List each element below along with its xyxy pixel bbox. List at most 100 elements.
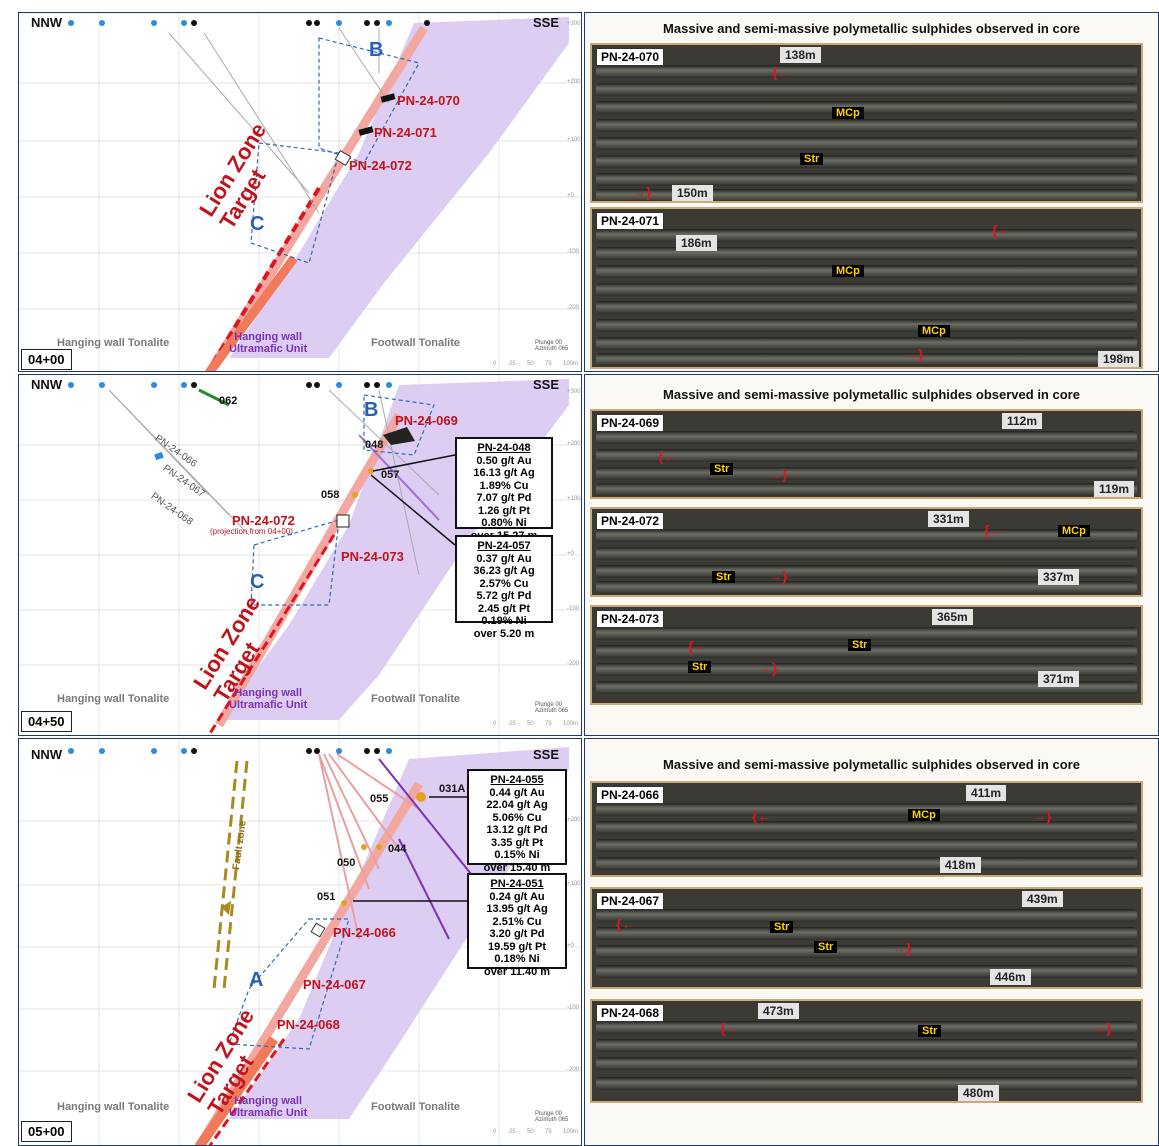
hole-label: PN-24-070 [397, 93, 460, 108]
mineral-tag: MCp [918, 325, 950, 337]
core-panel-title: Massive and semi-massive polymetallic su… [663, 757, 1080, 772]
interval-start-marker: {← [992, 222, 1012, 238]
scale-bar-tick: 50 [527, 721, 534, 727]
assay-line: 0.15% Ni [494, 849, 540, 861]
ultramafic-unit-label: Hanging wall Ultramafic Unit [229, 331, 308, 355]
assay-line: 0.50 g/t Au [476, 454, 532, 467]
core-hole-tag: PN-24-066 [596, 786, 665, 804]
scale-bar-tick: 25 [509, 1129, 516, 1135]
scale-bar-tick: 100m [563, 361, 579, 367]
hole-label: PN-24-072 [349, 158, 412, 173]
point-label: 062 [219, 395, 238, 407]
assay-line: over 15.40 m [483, 861, 551, 874]
elevation-label: +100 [567, 137, 581, 143]
assay-line: 2.51% Cu [492, 915, 542, 928]
scale-bar-tick: 75 [545, 361, 552, 367]
nnw-label: NNW [31, 747, 63, 762]
zone-b-label: B [364, 399, 379, 421]
depth-tag: 198m [1098, 351, 1139, 367]
footwall-tonalite-label: Footwall Tonalite [371, 693, 461, 705]
scale-bar-tick: 25 [509, 361, 516, 367]
scale-bar-tick: 0 [493, 721, 497, 727]
interval-start-marker: {← [984, 522, 1004, 538]
elevation-label: +300 [567, 21, 581, 27]
elevation-label: +0 [567, 193, 574, 199]
core-panel-04-00: Massive and semi-massive polymetallic su… [584, 12, 1159, 372]
hole-label: PN-24-067 [303, 977, 366, 992]
zone-b-label: B [369, 39, 384, 61]
scale-bar-tick: 100m [563, 1129, 579, 1135]
core-tray-pn-24-068: PN-24-068 473m 480m Str {← →} [590, 999, 1143, 1103]
assay-line: 0.44 g/t Au [489, 786, 545, 799]
footwall-tonalite-label: Footwall Tonalite [371, 337, 461, 349]
core-hole-tag: PN-24-068 [596, 1004, 665, 1022]
assay-line: 7.07 g/t Pd [476, 492, 532, 504]
depth-tag: 473m [758, 1003, 799, 1019]
assay-line: 0.37 g/t Au [476, 552, 532, 565]
core-hole-tag: PN-24-073 [596, 610, 665, 628]
hole-label: PN-24-068 [277, 1017, 340, 1032]
assay-box-pn-24-055: PN-24-055 0.44 g/t Au 22.04 g/t Ag 5.06%… [467, 769, 567, 874]
elevation-label: +100 [567, 881, 581, 887]
projected-hole-label: PN-24-072 [232, 513, 295, 528]
elevation-label: +200 [567, 441, 581, 447]
mineral-tag: MCp [1058, 525, 1090, 537]
elevation-label: -200 [567, 661, 580, 667]
depth-tag: 112m [1002, 413, 1043, 429]
core-tray-pn-24-072: PN-24-072 331m 337m MCp Str {← →} [590, 507, 1143, 597]
mineral-tag: Str [770, 921, 794, 933]
core-tray-pn-24-073: PN-24-073 365m 371m Str Str {← →} [590, 605, 1143, 705]
ultramafic-unit-label: Hanging wall Ultramafic Unit [229, 687, 308, 711]
assay-line: 2.45 g/t Pt [478, 602, 530, 615]
depth-tag: 186m [676, 235, 717, 251]
interval-start-marker: {← [752, 808, 772, 824]
section-04-00: NNW SSE B C PN-24-070 PN-24-071 PN-24-07… [18, 12, 582, 372]
interval-end-marker: →} [632, 184, 652, 200]
point-label: 057 [381, 469, 400, 481]
assay-line: 13.95 g/t Ag [486, 903, 548, 915]
interval-end-marker: →} [768, 568, 788, 584]
section-number-label: 04+00 [21, 349, 72, 370]
hanging-wall-tonalite-label: Hanging wall Tonalite [57, 337, 170, 349]
point-label: 051 [317, 891, 336, 903]
hole-label: PN-24-071 [374, 125, 437, 140]
assay-line: 5.06% Cu [492, 811, 542, 824]
depth-tag: 365m [932, 609, 973, 625]
assay-line: 22.04 g/t Ag [486, 799, 548, 811]
assay-line: 1.89% Cu [479, 479, 529, 492]
core-tray-pn-24-070: PN-24-070 138m 150m MCp Str {← →} [590, 43, 1143, 203]
assay-title: PN-24-055 [490, 774, 544, 786]
depth-tag: 411m [966, 785, 1007, 801]
core-hole-tag: PN-24-072 [596, 512, 665, 530]
sse-label: SSE [533, 747, 560, 762]
assay-line: 0.80% Ni [481, 517, 527, 529]
footwall-tonalite-label: Footwall Tonalite [371, 1101, 461, 1113]
core-panel-04-50: Massive and semi-massive polymetallic su… [584, 374, 1159, 736]
interval-start-marker: {← [772, 64, 792, 80]
hole-label: PN-24-066 [333, 925, 396, 940]
assay-line: 36.23 g/t Ag [473, 565, 535, 577]
scale-bar-tick: 0 [493, 361, 497, 367]
core-panel-05-00: Massive and semi-massive polymetallic su… [584, 738, 1159, 1146]
hanging-wall-tonalite-label: Hanging wall Tonalite [57, 693, 170, 705]
point-label: 031A [439, 783, 466, 795]
plunge-azimuth-note: Plunge 00 Azimuth 065 [535, 340, 569, 352]
mineral-tag: MCp [832, 107, 864, 119]
core-tray-pn-24-067: PN-24-067 439m 446m Str Str {← →} [590, 887, 1143, 989]
scale-bar-tick: 75 [545, 721, 552, 727]
assay-line: 0.18% Ni [494, 953, 540, 965]
assay-line: 19.59 g/t Pt [487, 940, 547, 953]
interval-start-marker: {← [658, 448, 678, 464]
section-geology-drawing [19, 13, 581, 371]
nnw-label: NNW [31, 377, 63, 392]
point-label: 058 [321, 489, 340, 501]
scale-bar-tick: 50 [527, 1129, 534, 1135]
elevation-label: -100 [567, 606, 580, 612]
scale-bar-tick: 100m [563, 721, 579, 727]
plunge-azimuth-note: Plunge 00 Azimuth 065 [535, 702, 569, 714]
zone-a-label: A [249, 969, 264, 991]
interval-end-marker: →} [1092, 1020, 1112, 1036]
section-number-label: 05+00 [21, 1121, 72, 1142]
depth-tag: 371m [1038, 671, 1079, 687]
assay-box-pn-24-051: PN-24-051 0.24 g/t Au 13.95 g/t Ag 2.51%… [467, 873, 567, 978]
